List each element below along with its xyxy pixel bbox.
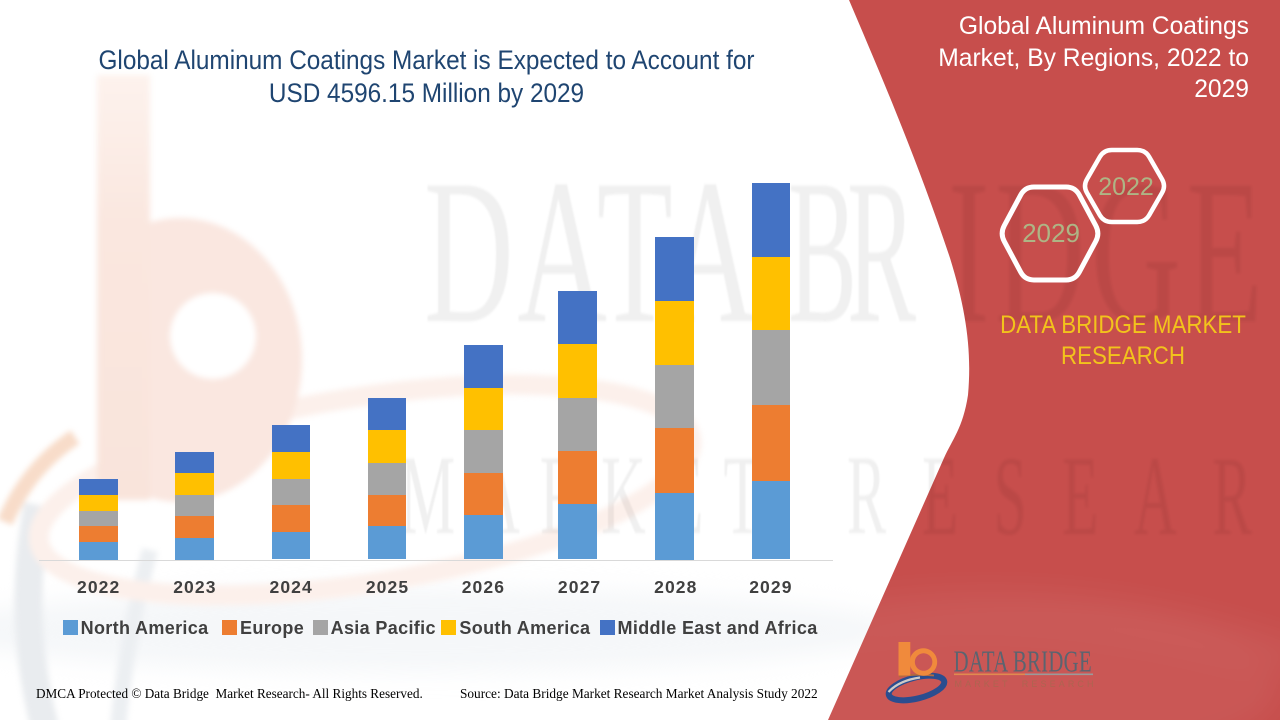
svg-text:DATA BRIDGE: DATA BRIDGE (954, 644, 1092, 678)
svg-text:IDGE: IDGE (948, 137, 1269, 366)
svg-text:2022: 2022 (1098, 173, 1154, 201)
svg-text:2029: 2029 (1022, 218, 1080, 248)
svg-text:MARKET RESEARCH: MARKET RESEARCH (955, 679, 1097, 689)
